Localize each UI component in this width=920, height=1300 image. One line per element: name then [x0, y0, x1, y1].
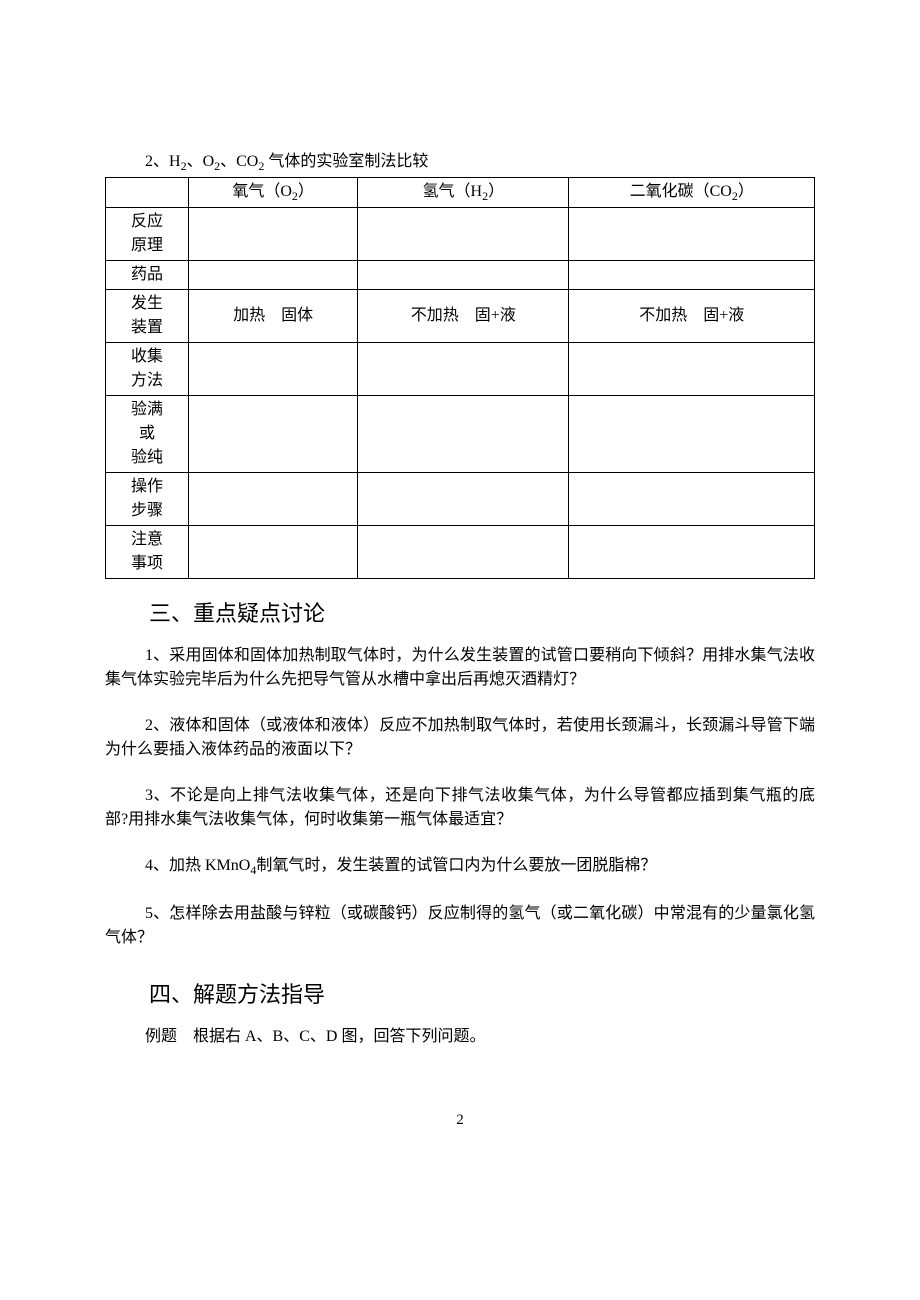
- cell-empty: [189, 343, 358, 396]
- question-3: 3、不论是向上排气法收集气体，还是向下排气法收集气体，为什么导管都应插到集气瓶的…: [105, 784, 815, 832]
- row-label-verify: 验满 或 验纯: [106, 396, 189, 473]
- example-problem: 例题 根据右 A、B、C、D 图，回答下列问题。: [105, 1025, 815, 1049]
- section-3-title: 三、重点疑点讨论: [105, 597, 815, 630]
- row-label-text: 收集: [131, 348, 163, 365]
- page-number: 2: [105, 1109, 815, 1132]
- cell-empty: [569, 343, 815, 396]
- intro-text: 2、H: [145, 153, 181, 170]
- table-row: 注意 事项: [106, 526, 815, 579]
- row-label-text: 发生: [131, 295, 163, 312]
- table-row: 验满 或 验纯: [106, 396, 815, 473]
- cell-empty: [189, 261, 358, 290]
- cell-empty: [358, 261, 569, 290]
- cell-empty: [358, 526, 569, 579]
- row-label-text: 操作: [131, 478, 163, 495]
- header-label: 氧气（O: [232, 183, 292, 200]
- table-intro-line: 2、H2、O2、CO2 气体的实验室制法比较: [105, 150, 815, 175]
- row-label-text: 验满: [131, 401, 163, 418]
- header-label: ）: [298, 183, 314, 200]
- header-label: 二氧化碳（CO: [630, 183, 732, 200]
- table-row: 收集 方法: [106, 343, 815, 396]
- document-page: 2、H2、O2、CO2 气体的实验室制法比较 氧气（O2） 氢气（H2） 二氧化…: [0, 0, 920, 1191]
- cell-empty: [358, 208, 569, 261]
- question-1: 1、采用固体和固体加热制取气体时，为什么发生装置的试管口要稍向下倾斜？用排水集气…: [105, 644, 815, 692]
- question-2: 2、液体和固体（或液体和液体）反应不加热制取气体时，若使用长颈漏斗，长颈漏斗导管…: [105, 714, 815, 762]
- cell-empty: [189, 526, 358, 579]
- row-label-steps: 操作 步骤: [106, 473, 189, 526]
- gas-comparison-table: 氧气（O2） 氢气（H2） 二氧化碳（CO2） 反应 原理 药品: [105, 177, 815, 579]
- header-label: ）: [738, 183, 754, 200]
- header-co2: 二氧化碳（CO2）: [569, 178, 815, 208]
- row-label-text: 反应: [131, 213, 163, 230]
- intro-text: 、CO: [220, 153, 258, 170]
- cell-empty: [189, 396, 358, 473]
- row-label-reaction: 反应 原理: [106, 208, 189, 261]
- cell-empty: [569, 261, 815, 290]
- row-label-text: 事项: [131, 555, 163, 572]
- table-row: 操作 步骤: [106, 473, 815, 526]
- q4-text: 4、加热 KMnO: [145, 857, 250, 874]
- section-4-title: 四、解题方法指导: [105, 978, 815, 1011]
- row-label-text: 装置: [131, 319, 163, 336]
- cell-hydrogen-apparatus: 不加热 固+液: [358, 290, 569, 343]
- cell-empty: [569, 396, 815, 473]
- row-label-text: 原理: [131, 237, 163, 254]
- row-label-text: 步骤: [131, 502, 163, 519]
- row-label-reagent: 药品: [106, 261, 189, 290]
- header-hydrogen: 氢气（H2）: [358, 178, 569, 208]
- row-label-notes: 注意 事项: [106, 526, 189, 579]
- table-row: 发生 装置 加热 固体 不加热 固+液 不加热 固+液: [106, 290, 815, 343]
- row-label-text: 验纯: [131, 449, 163, 466]
- cell-empty: [569, 526, 815, 579]
- cell-empty: [189, 208, 358, 261]
- row-label-text: 注意: [131, 531, 163, 548]
- intro-text: 、O: [187, 153, 215, 170]
- header-blank: [106, 178, 189, 208]
- row-label-apparatus: 发生 装置: [106, 290, 189, 343]
- cell-empty: [358, 473, 569, 526]
- cell-oxygen-apparatus: 加热 固体: [189, 290, 358, 343]
- intro-text: 气体的实验室制法比较: [264, 153, 428, 170]
- cell-empty: [569, 473, 815, 526]
- q4-text: 制氧气时，发生装置的试管口内为什么要放一团脱脂棉？: [256, 857, 656, 874]
- cell-empty: [358, 343, 569, 396]
- header-label: ）: [488, 183, 504, 200]
- cell-empty: [358, 396, 569, 473]
- cell-empty: [569, 208, 815, 261]
- question-4: 4、加热 KMnO4制氧气时，发生装置的试管口内为什么要放一团脱脂棉？: [105, 854, 815, 879]
- cell-co2-apparatus: 不加热 固+液: [569, 290, 815, 343]
- row-label-collection: 收集 方法: [106, 343, 189, 396]
- question-5: 5、怎样除去用盐酸与锌粒（或碳酸钙）反应制得的氢气（或二氧化碳）中常混有的少量氯…: [105, 902, 815, 950]
- table-header-row: 氧气（O2） 氢气（H2） 二氧化碳（CO2）: [106, 178, 815, 208]
- cell-empty: [189, 473, 358, 526]
- header-label: 氢气（H: [423, 183, 483, 200]
- row-label-text: 方法: [131, 372, 163, 389]
- table-row: 反应 原理: [106, 208, 815, 261]
- table-row: 药品: [106, 261, 815, 290]
- header-oxygen: 氧气（O2）: [189, 178, 358, 208]
- row-label-text: 或: [139, 425, 155, 442]
